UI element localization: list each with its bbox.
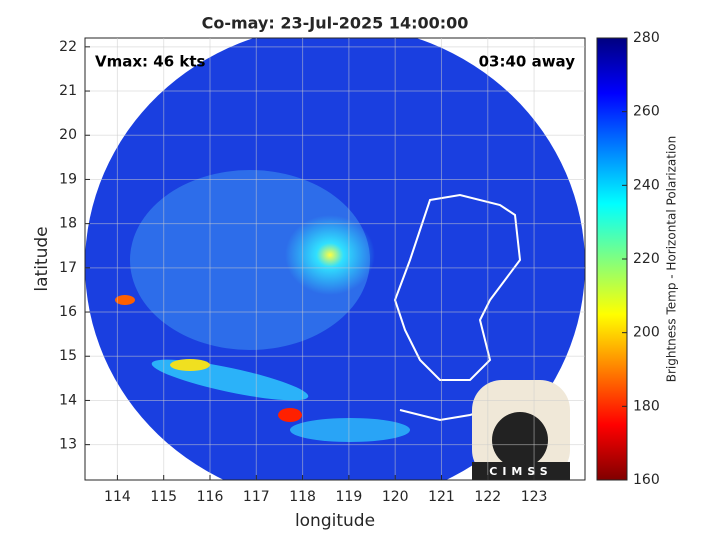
colorbar-tick-label: 200 xyxy=(633,325,660,341)
x-tick-label: 115 xyxy=(150,489,177,505)
x-tick-label: 123 xyxy=(521,489,548,505)
y-tick-label: 14 xyxy=(59,392,77,408)
logo-text: CIMSS xyxy=(489,465,552,478)
y-tick-label: 15 xyxy=(59,348,77,364)
y-tick-label: 16 xyxy=(59,304,77,320)
colorbar-label: Brightness Temp - Horizontal Polarizatio… xyxy=(665,136,679,383)
y-tick-label: 18 xyxy=(59,216,77,232)
annotation: 03:40 away xyxy=(479,53,576,71)
x-axis-label: longitude xyxy=(295,511,375,531)
logo: CIMSS xyxy=(472,380,570,480)
annotation: Vmax: 46 kts xyxy=(95,53,205,71)
x-tick-label: 120 xyxy=(382,489,409,505)
colorbar-tick-label: 180 xyxy=(633,398,660,414)
colorbar-tick-label: 260 xyxy=(633,104,660,120)
y-tick-label: 17 xyxy=(59,260,77,276)
y-axis-label: latitude xyxy=(32,226,52,291)
y-tick-label: 21 xyxy=(59,83,77,99)
y-tick-label: 20 xyxy=(59,127,77,143)
colorbar-tick-label: 160 xyxy=(633,472,660,488)
x-tick-label: 122 xyxy=(474,489,501,505)
chart-title: Co-may: 23-Jul-2025 14:00:00 xyxy=(202,14,469,33)
x-tick-label: 116 xyxy=(197,489,224,505)
y-tick-label: 13 xyxy=(59,437,77,453)
axes-box xyxy=(84,37,586,481)
colorbar-tick-label: 280 xyxy=(633,30,660,46)
colorbar-tick-label: 220 xyxy=(633,251,660,267)
x-tick-label: 118 xyxy=(289,489,316,505)
colorbar-tick-label: 240 xyxy=(633,177,660,193)
x-tick-label: 114 xyxy=(104,489,131,505)
y-tick-label: 22 xyxy=(59,39,77,55)
x-tick-label: 121 xyxy=(428,489,455,505)
x-tick-label: 119 xyxy=(336,489,363,505)
x-tick-label: 117 xyxy=(243,489,270,505)
y-tick-label: 19 xyxy=(59,171,77,187)
